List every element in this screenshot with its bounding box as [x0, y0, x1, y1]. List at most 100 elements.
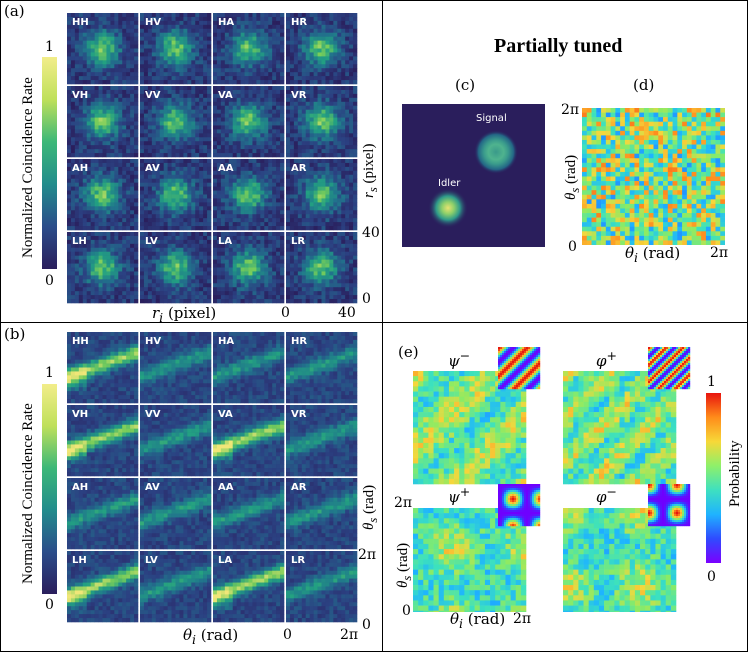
- tile-pixel: [199, 239, 204, 245]
- tile-pixel: [114, 137, 119, 142]
- tile-pixel: [329, 137, 334, 142]
- tile-pixel: [207, 178, 212, 183]
- tile-pixel: [224, 113, 230, 118]
- tile-pixel: [228, 117, 234, 122]
- tile-pixel: [297, 214, 303, 219]
- tile-pixel: [289, 190, 295, 195]
- tile-pixel: [297, 13, 303, 18]
- tile-pixel: [90, 166, 95, 172]
- tile-pixel: [167, 271, 172, 276]
- tile-pixel: [353, 52, 358, 57]
- tile-pixel: [82, 259, 88, 264]
- tile-pixel: [67, 117, 72, 122]
- tile-pixel: [252, 89, 257, 95]
- tile-pixel: [252, 210, 257, 215]
- tile-pixel: [207, 206, 212, 211]
- tile-pixel: [167, 299, 172, 304]
- tile-pixel: [118, 44, 123, 49]
- tile-pixel: [213, 52, 218, 57]
- tile-pixel: [67, 198, 72, 203]
- tile-pixel: [276, 275, 281, 280]
- tile-pixel: [301, 178, 307, 183]
- tile-pixel: [86, 198, 91, 203]
- tile-pixel: [78, 299, 84, 304]
- tile-pixel: [163, 170, 168, 176]
- tile-pixel: [195, 149, 200, 154]
- tile-pixel: [70, 210, 76, 215]
- tile-pixel: [134, 271, 139, 276]
- tile-pixel: [151, 101, 157, 107]
- tile-pixel: [118, 159, 123, 164]
- tile-pixel: [171, 105, 176, 110]
- tile-pixel: [248, 190, 253, 195]
- tile-pixel: [175, 206, 180, 211]
- tile-pixel: [293, 251, 299, 256]
- tile-pixel: [94, 105, 99, 110]
- tile-pixel: [90, 89, 95, 95]
- tile-pixel: [155, 178, 161, 183]
- tile-pixel: [220, 137, 226, 142]
- tile-pixel: [98, 291, 103, 296]
- tile-pixel: [140, 145, 145, 150]
- tile-pixel: [159, 222, 164, 227]
- tile-pixel: [74, 76, 80, 81]
- tile-pixel: [67, 251, 72, 256]
- tile-pixel: [207, 36, 212, 41]
- tile-pixel: [264, 117, 269, 122]
- tile-pixel: [147, 235, 153, 241]
- tile-pixel: [244, 64, 249, 69]
- tile-pixel: [70, 287, 76, 292]
- tile-pixel: [67, 190, 72, 195]
- tile-pixel: [353, 198, 358, 203]
- tile-pixel: [110, 162, 115, 168]
- tile-pixel: [171, 186, 176, 191]
- tile-pixel: [199, 125, 204, 130]
- tile-pixel: [264, 283, 269, 288]
- tile-pixel: [272, 275, 277, 280]
- tile-pixel: [171, 60, 176, 65]
- tile-pixel: [268, 93, 273, 99]
- tile-pixel: [216, 222, 222, 227]
- tile-pixel: [289, 52, 295, 57]
- tile-pixel: [236, 117, 241, 122]
- tile-pixel: [155, 182, 161, 187]
- tile-pixel: [114, 32, 119, 37]
- tile-pixel: [187, 93, 192, 99]
- tile-pixel: [143, 251, 149, 256]
- tile-pixel: [349, 235, 354, 241]
- tile-pixel: [106, 275, 111, 280]
- tile-pixel: [134, 259, 139, 264]
- tile-pixel: [216, 206, 222, 211]
- tile-pixel: [256, 178, 261, 183]
- tile-pixel: [301, 72, 307, 77]
- tile-pixel: [345, 20, 350, 26]
- tile-pixel: [286, 20, 291, 26]
- tile-pixel: [276, 28, 281, 34]
- tile-pixel: [337, 121, 342, 126]
- tile-pixel: [280, 129, 285, 134]
- tile-pixel: [82, 206, 88, 211]
- tile-pixel: [171, 68, 176, 73]
- tile-pixel: [126, 287, 131, 292]
- tile-pixel: [175, 141, 180, 146]
- tile-pixel: [213, 162, 218, 168]
- tile-pixel: [70, 202, 76, 207]
- tile-pixel: [74, 162, 80, 168]
- tile-pixel: [67, 279, 72, 284]
- tile-pixel: [213, 287, 218, 292]
- tile-pixel: [293, 20, 299, 26]
- tile-pixel: [114, 16, 119, 22]
- tile-pixel: [236, 52, 241, 57]
- tile-pixel: [252, 101, 257, 107]
- tile-pixel: [286, 166, 291, 172]
- tile-pixel: [94, 48, 99, 53]
- tile-pixel: [293, 68, 299, 73]
- tile-pixel: [143, 190, 149, 195]
- tile-pixel: [126, 44, 131, 49]
- tile-pixel: [130, 299, 135, 304]
- tile-pixel: [301, 13, 307, 18]
- tile-pixel: [305, 80, 310, 85]
- tile-pixel: [276, 121, 281, 126]
- tile-pixel: [114, 299, 119, 304]
- tile-pixel: [213, 243, 218, 249]
